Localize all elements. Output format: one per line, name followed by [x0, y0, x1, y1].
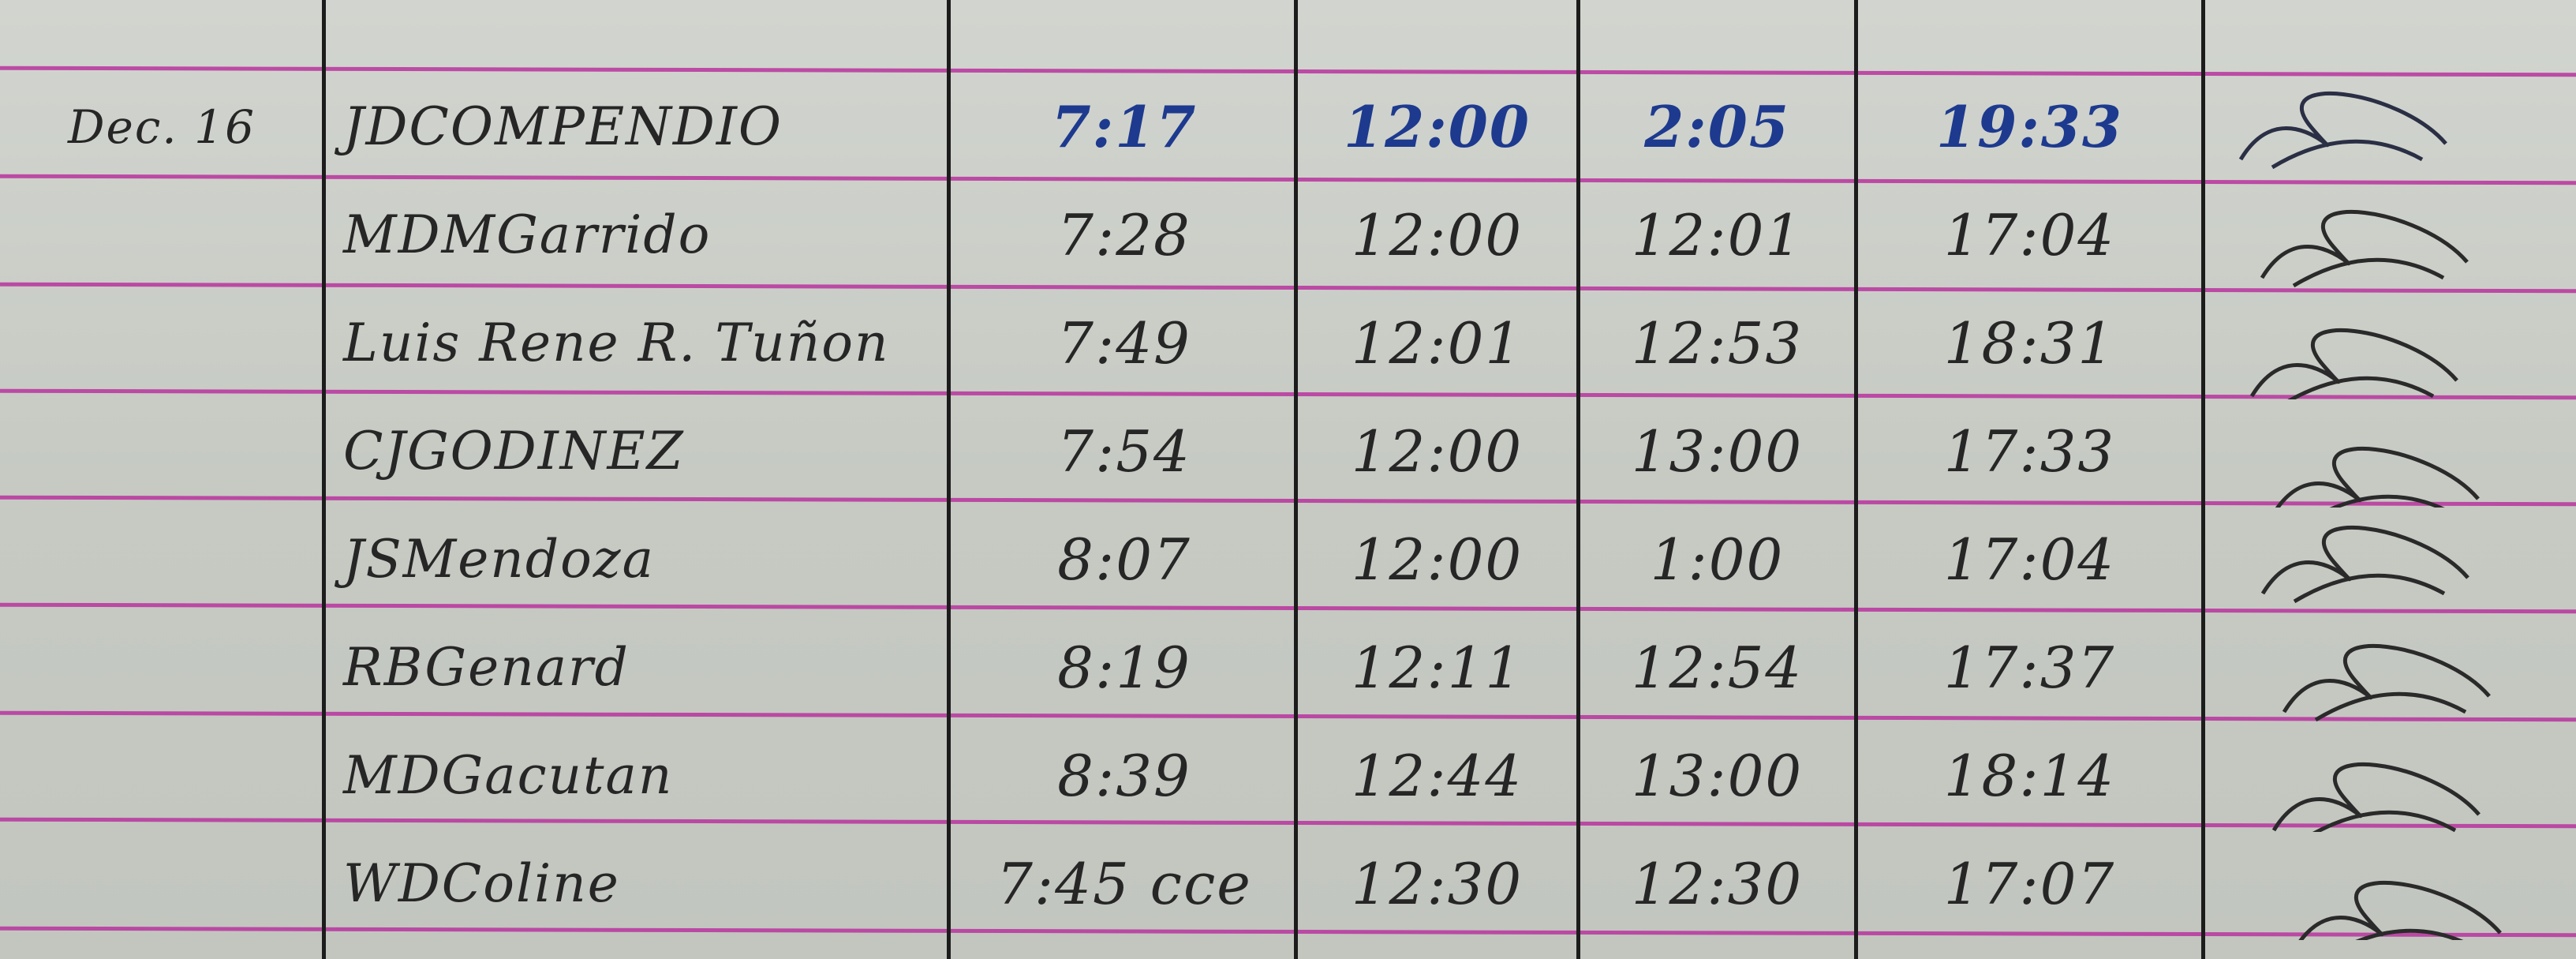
column-divider	[2201, 0, 2205, 959]
lunch-in-cell: 12:53	[1631, 309, 1804, 376]
time-out-cell: 18:31	[1943, 309, 2116, 376]
time-out-cell: 18:14	[1943, 742, 2116, 809]
lunch-in-cell: 12:01	[1631, 201, 1804, 268]
column-divider	[1576, 0, 1580, 959]
name-cell: CJGODINEZ	[343, 421, 685, 481]
signature	[2275, 446, 2480, 508]
name-cell: MDGacutan	[343, 745, 674, 806]
date-label: Dec. 16	[68, 99, 256, 154]
lunch-out-cell: 12:00	[1351, 418, 1524, 485]
lunch-in-cell: 13:00	[1631, 742, 1804, 809]
lunch-out-cell: 12:11	[1351, 634, 1524, 701]
time-out-cell: 17:33	[1943, 418, 2116, 485]
name-cell: JDCOMPENDIO	[343, 96, 783, 157]
name-cell: Luis Rene R. Tuñon	[343, 313, 890, 373]
time-in-cell: 8:07	[1057, 526, 1191, 593]
lunch-in-cell: 2:05	[1644, 93, 1790, 160]
name-cell: JSMendoza	[343, 529, 655, 590]
lunch-in-cell: 1:00	[1650, 526, 1785, 593]
column-divider	[1854, 0, 1858, 959]
lunch-out-cell: 12:44	[1351, 742, 1524, 809]
time-out-cell: 19:33	[1936, 93, 2123, 160]
time-in-cell: 7:17	[1051, 93, 1198, 160]
time-in-cell: 7:54	[1057, 418, 1191, 485]
lunch-out-cell: 12:00	[1344, 93, 1531, 160]
lunch-out-cell: 12:30	[1351, 850, 1524, 917]
time-in-cell: 7:45 cce	[996, 850, 1252, 917]
signature	[2238, 91, 2447, 170]
time-out-cell: 17:37	[1943, 634, 2116, 701]
signature	[2249, 328, 2458, 399]
lunch-in-cell: 12:30	[1631, 850, 1804, 917]
name-cell: RBGenard	[343, 637, 630, 698]
column-divider	[322, 0, 326, 959]
lunch-in-cell: 12:54	[1631, 634, 1804, 701]
column-divider	[1294, 0, 1298, 959]
signature	[2260, 525, 2469, 604]
name-cell: MDMGarrido	[343, 204, 712, 265]
lunch-in-cell: 13:00	[1631, 418, 1804, 485]
column-divider	[947, 0, 951, 959]
signature	[2282, 643, 2491, 722]
time-out-cell: 17:04	[1943, 526, 2116, 593]
lunch-out-cell: 12:01	[1351, 309, 1524, 376]
signature	[2260, 209, 2469, 288]
time-out-cell: 17:04	[1943, 201, 2116, 268]
time-in-cell: 8:19	[1057, 634, 1191, 701]
lunch-out-cell: 12:00	[1351, 201, 1524, 268]
time-in-cell: 7:49	[1057, 309, 1191, 376]
time-in-cell: 8:39	[1057, 742, 1191, 809]
lunch-out-cell: 12:00	[1351, 526, 1524, 593]
name-cell: WDColine	[343, 853, 620, 914]
signature	[2271, 762, 2481, 832]
time-out-cell: 17:07	[1943, 850, 2116, 917]
signature	[2298, 880, 2502, 940]
time-in-cell: 7:28	[1057, 201, 1191, 268]
